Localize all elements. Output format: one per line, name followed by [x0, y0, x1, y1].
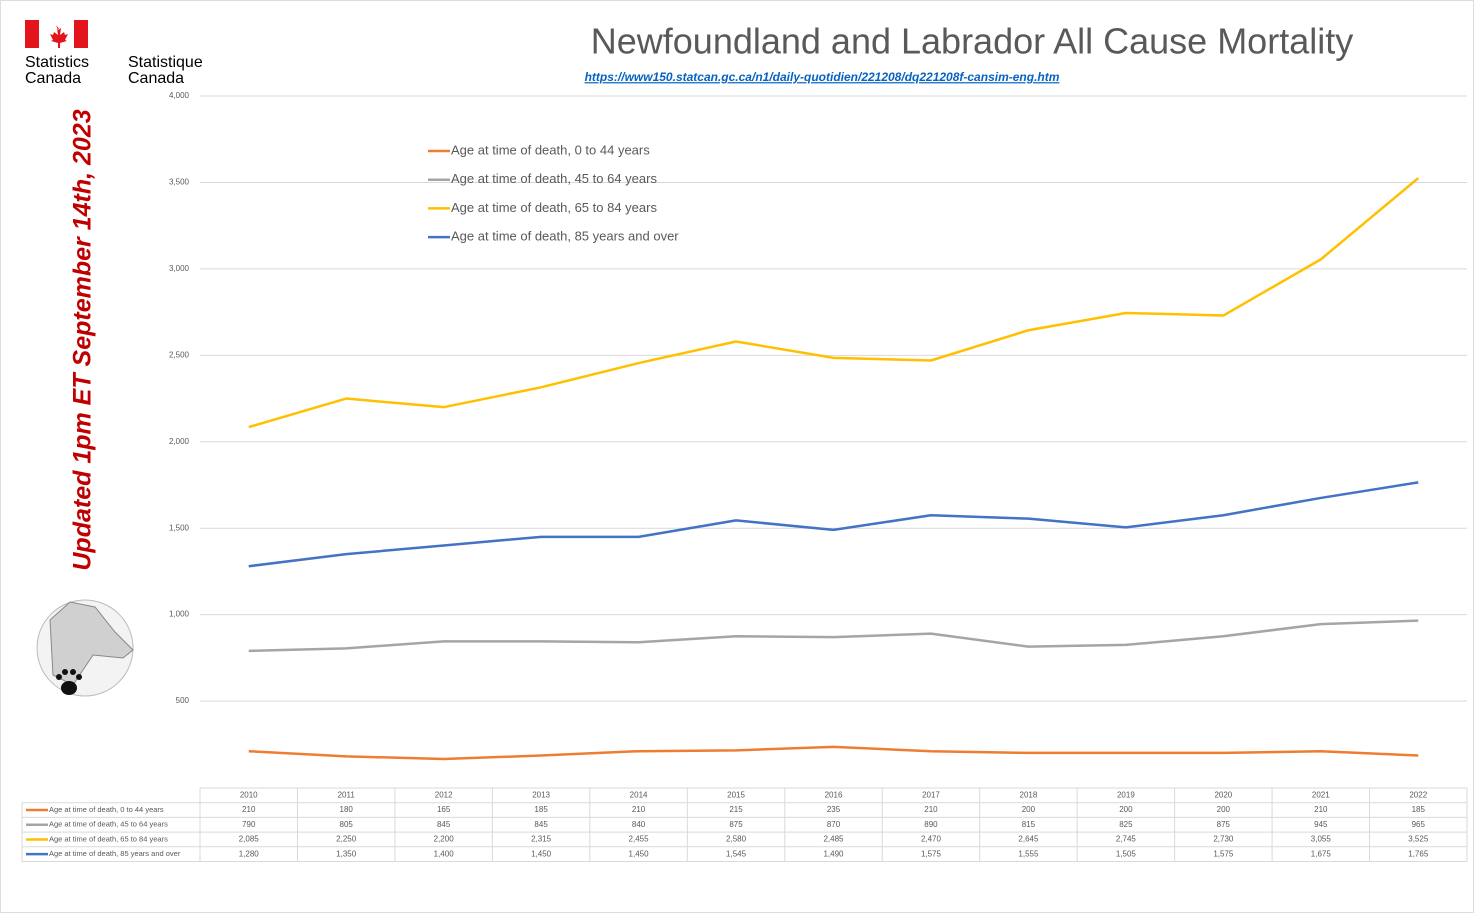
table-value: 790	[242, 820, 256, 829]
table-value: 1,675	[1311, 849, 1332, 858]
series-line	[248, 745, 1419, 761]
table-row-label: Age at time of death, 45 to 64 years	[49, 820, 168, 829]
table-value: 210	[632, 805, 646, 814]
series-line	[248, 177, 1420, 429]
table-row-label: Age at time of death, 0 to 44 years	[49, 805, 164, 814]
table-value: 210	[242, 805, 256, 814]
x-tick-label: 2010	[240, 790, 258, 799]
table-value: 210	[1314, 805, 1328, 814]
table-value: 1,400	[434, 849, 455, 858]
y-tick-label: 3,500	[169, 178, 190, 187]
flag-logo	[25, 20, 88, 48]
table-row-label: Age at time of death, 85 years and over	[49, 849, 181, 858]
table-value: 3,525	[1408, 835, 1429, 844]
series-line	[248, 481, 1419, 568]
table-value: 180	[340, 805, 354, 814]
table-value: 875	[1217, 820, 1231, 829]
legend-label: Age at time of death, 45 to 64 years	[451, 171, 657, 186]
logo-text: Canada	[128, 70, 184, 87]
table-value: 235	[827, 805, 841, 814]
table-value: 185	[1412, 805, 1426, 814]
chart-title: Newfoundland and Labrador All Cause Mort…	[591, 21, 1353, 62]
source-link[interactable]: https://www150.statcan.gc.ca/n1/daily-qu…	[585, 70, 1060, 84]
table-value: 210	[924, 805, 938, 814]
x-tick-label: 2013	[532, 790, 550, 799]
update-note: Updated 1pm ET September 14th, 2023	[69, 109, 97, 570]
table-value: 1,765	[1408, 849, 1429, 858]
table-value: 2,745	[1116, 835, 1137, 844]
y-tick-label: 4,000	[169, 91, 190, 100]
table-value: 185	[534, 805, 548, 814]
table-value: 825	[1119, 820, 1133, 829]
table-value: 945	[1314, 820, 1328, 829]
series-line	[248, 619, 1419, 653]
x-tick-label: 2012	[435, 790, 453, 799]
x-tick-label: 2021	[1312, 790, 1330, 799]
y-tick-label: 2,500	[169, 350, 190, 359]
table-value: 215	[729, 805, 743, 814]
table-value: 2,455	[629, 835, 650, 844]
legend-label: Age at time of death, 65 to 84 years	[451, 200, 657, 215]
table-value: 2,085	[239, 835, 260, 844]
table-value: 3,055	[1311, 835, 1332, 844]
table-value: 2,315	[531, 835, 552, 844]
x-tick-label: 2017	[922, 790, 940, 799]
table-value: 1,545	[726, 849, 747, 858]
table-row-label: Age at time of death, 65 to 84 years	[49, 834, 168, 843]
x-tick-label: 2016	[825, 790, 843, 799]
wolf-emblem	[36, 599, 134, 697]
y-tick-label: 2,000	[169, 437, 190, 446]
table-value: 2,250	[336, 835, 357, 844]
table-value: 1,450	[629, 849, 650, 858]
table-value: 1,350	[336, 849, 357, 858]
logo-text: Statistics	[25, 54, 89, 71]
x-tick-label: 2022	[1409, 790, 1427, 799]
table-value: 840	[632, 820, 646, 829]
table-value: 200	[1119, 805, 1133, 814]
table-value: 815	[1022, 820, 1036, 829]
table-value: 1,450	[531, 849, 552, 858]
logo-text: Statistique	[128, 54, 203, 71]
table-value: 2,200	[434, 835, 455, 844]
table-value: 890	[924, 820, 938, 829]
table-value: 965	[1412, 820, 1426, 829]
table-value: 1,575	[921, 849, 942, 858]
legend-label: Age at time of death, 85 years and over	[451, 229, 679, 244]
table-value: 1,555	[1018, 849, 1039, 858]
table-value: 200	[1022, 805, 1036, 814]
table-value: 845	[437, 820, 451, 829]
table-value: 2,485	[823, 835, 844, 844]
x-tick-label: 2019	[1117, 790, 1135, 799]
table-value: 870	[827, 820, 841, 829]
y-tick-label: 3,000	[169, 264, 190, 273]
table-value: 1,575	[1213, 849, 1234, 858]
x-tick-label: 2015	[727, 790, 745, 799]
table-value: 1,505	[1116, 849, 1137, 858]
table-value: 2,645	[1018, 835, 1039, 844]
x-tick-label: 2020	[1214, 790, 1232, 799]
x-tick-label: 2018	[1020, 790, 1038, 799]
x-tick-label: 2011	[338, 790, 356, 799]
table-value: 875	[729, 820, 743, 829]
y-tick-label: 1,000	[169, 610, 190, 619]
table-value: 2,730	[1213, 835, 1234, 844]
y-tick-label: 500	[176, 696, 190, 705]
table-value: 200	[1217, 805, 1231, 814]
table-value: 2,580	[726, 835, 747, 844]
table-value: 845	[534, 820, 548, 829]
table-value: 2,470	[921, 835, 942, 844]
table-value: 165	[437, 805, 451, 814]
table-value: 1,490	[823, 849, 844, 858]
y-tick-label: 1,500	[169, 523, 190, 532]
table-value: 1,280	[239, 849, 260, 858]
logo-text: Canada	[25, 70, 81, 87]
legend-label: Age at time of death, 0 to 44 years	[451, 142, 650, 157]
x-tick-label: 2014	[630, 790, 648, 799]
table-value: 805	[340, 820, 354, 829]
